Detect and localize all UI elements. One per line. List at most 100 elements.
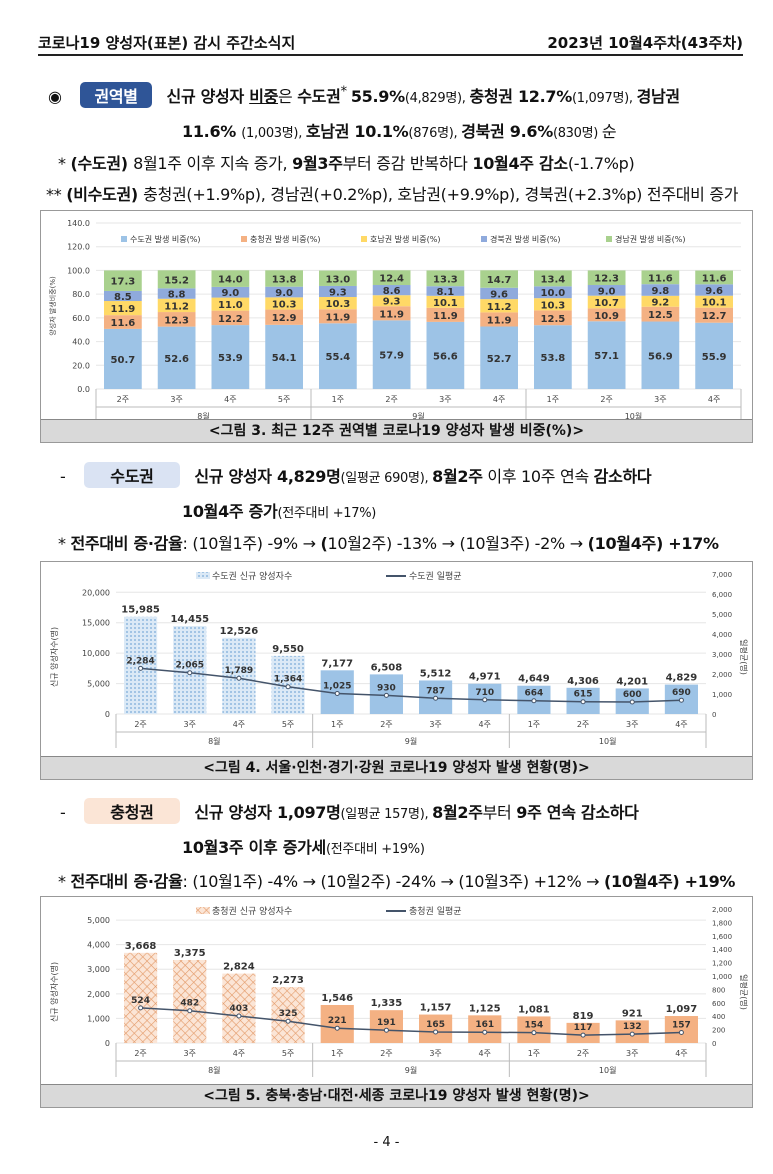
- data-label: 10.7: [594, 298, 619, 309]
- y-tick-label: 15,000: [82, 619, 110, 628]
- y2-axis-label: 일평균(명): [739, 974, 749, 1010]
- bar-segment: [265, 270, 303, 287]
- y-tick-label: 4,000: [87, 941, 110, 950]
- text-segment: 9월3주: [292, 154, 343, 173]
- bar-segment: [372, 270, 411, 286]
- legend-label: 충청권 발생 비중(%): [250, 234, 320, 244]
- data-label: 54.1: [272, 353, 297, 364]
- newsletter-title: 코로나19 양성자(표본) 감시 주간소식지: [38, 34, 296, 52]
- bar-segment: [534, 298, 572, 311]
- avg-value-label: 787: [426, 686, 445, 696]
- data-label: 11.6: [702, 273, 727, 284]
- avg-value-label: 2,284: [126, 656, 154, 666]
- dash: -: [60, 467, 66, 486]
- y-tick-label: 3,000: [87, 965, 110, 974]
- avg-value-label: 664: [525, 689, 544, 699]
- text-segment: 55.9%: [350, 87, 405, 106]
- bar-value-label: 921: [622, 1008, 643, 1019]
- section3-line2: 10월3주 이후 증가세(전주대비 +19%): [182, 834, 425, 858]
- x-tick-label: 3주: [170, 395, 182, 404]
- data-label: 52.6: [164, 354, 189, 365]
- bar: [664, 1016, 698, 1043]
- text-segment: *: [58, 154, 71, 173]
- bar-segment: [372, 306, 411, 321]
- data-label: 8.1: [437, 287, 455, 298]
- bar: [517, 1016, 551, 1043]
- bar: [124, 616, 158, 714]
- chart-caption: <그림 4. 서울·인천·경기·강원 코로나19 양성자 발생 현황(명)>: [41, 756, 752, 779]
- legend-label: 수도권 신규 양성자수: [212, 570, 292, 582]
- text-segment: 순: [601, 122, 617, 141]
- chart-caption: <그림 3. 최근 12주 권역별 코로나19 양성자 발생 비중(%)>: [41, 419, 752, 442]
- text-segment: **: [46, 185, 67, 204]
- bar-segment: [587, 285, 626, 296]
- data-label: 11.6: [111, 318, 136, 329]
- legend-swatch: [481, 236, 487, 242]
- data-label: 57.9: [379, 351, 404, 362]
- text-segment: (1,097명),: [571, 91, 637, 106]
- x-group-label: 9월: [405, 736, 417, 746]
- data-label: 9.3: [329, 287, 347, 298]
- data-label: 17.3: [111, 277, 136, 288]
- avg-point: [482, 1029, 488, 1035]
- x-tick-label: 1주: [331, 1049, 343, 1058]
- text-segment: 8월2주: [432, 803, 483, 822]
- text-segment: *: [58, 534, 71, 553]
- x-tick-label: 2주: [134, 720, 146, 729]
- y-tick-label: 2,000: [87, 990, 110, 999]
- bar-segment: [157, 288, 196, 299]
- bar-segment: [480, 326, 518, 389]
- data-label: 12.4: [379, 274, 404, 285]
- text-segment: (전주대비 +19%): [325, 842, 425, 857]
- section1-note1: * (수도권) 8월1주 이후 지속 증가, 9월3주부터 증감 반복하다 10…: [58, 150, 635, 174]
- data-label: 15.2: [164, 275, 189, 286]
- x-tick-label: 4주: [708, 395, 720, 404]
- avg-point: [138, 1005, 144, 1011]
- avg-value-label: 710: [475, 688, 494, 698]
- bar-segment: [104, 270, 142, 291]
- avg-point: [482, 697, 488, 703]
- bar-value-label: 4,971: [469, 672, 501, 683]
- x-tick-label: 3주: [184, 720, 196, 729]
- data-label: 55.4: [326, 352, 351, 363]
- data-label: 57.1: [594, 351, 619, 362]
- text-segment: 신규 양성자: [194, 803, 277, 822]
- data-label: 9.6: [490, 289, 508, 300]
- avg-value-label: 161: [475, 1020, 494, 1030]
- data-label: 11.6: [648, 273, 673, 284]
- data-label: 12.5: [541, 314, 566, 325]
- text-segment: 호남권 10.1%: [305, 122, 409, 141]
- data-label: 12.3: [164, 315, 189, 326]
- avg-value-label: 2,065: [176, 661, 204, 671]
- text-segment: *: [340, 84, 351, 100]
- avg-point: [334, 691, 340, 696]
- y-tick-label: 1,000: [87, 1014, 110, 1023]
- text-segment: (전주대비 +17%): [277, 506, 377, 521]
- avg-value-label: 165: [426, 1020, 445, 1030]
- data-label: 50.7: [111, 355, 136, 366]
- legend-label: 호남권 발생 비중(%): [370, 234, 440, 244]
- y2-tick-label: 2,000: [712, 906, 732, 914]
- data-label: 14.0: [218, 275, 243, 286]
- data-label: 11.9: [111, 304, 136, 315]
- data-label: 8.8: [168, 290, 186, 301]
- avg-value-label: 132: [623, 1022, 642, 1032]
- text-segment: (1,003명),: [241, 126, 306, 141]
- y2-tick-label: 1,800: [712, 919, 732, 927]
- bar: [369, 1010, 403, 1043]
- section1-line2: 11.6% (1,003명), 호남권 10.1%(876명), 경북권 9.6…: [182, 118, 617, 142]
- data-label: 8.5: [114, 292, 132, 303]
- data-label: 12.9: [272, 313, 297, 324]
- y-tick-label: 20,000: [82, 588, 110, 597]
- bar: [271, 987, 305, 1043]
- bar-value-label: 14,455: [170, 614, 209, 625]
- text-segment: 부터 증감 반복하다: [342, 154, 473, 173]
- data-label: 8.6: [383, 286, 401, 297]
- y-tick-label: 140.0: [67, 219, 90, 228]
- legend-swatch: [196, 572, 210, 579]
- text-segment: (-1.7%p): [567, 154, 635, 173]
- section2-note: * 전주대비 증·감율: (10월1주) -9% → (10월2주) -13% …: [58, 530, 719, 554]
- legend-swatch: [241, 236, 247, 242]
- x-tick-label: 5주: [278, 395, 290, 404]
- y2-tick-label: 5,000: [712, 611, 732, 619]
